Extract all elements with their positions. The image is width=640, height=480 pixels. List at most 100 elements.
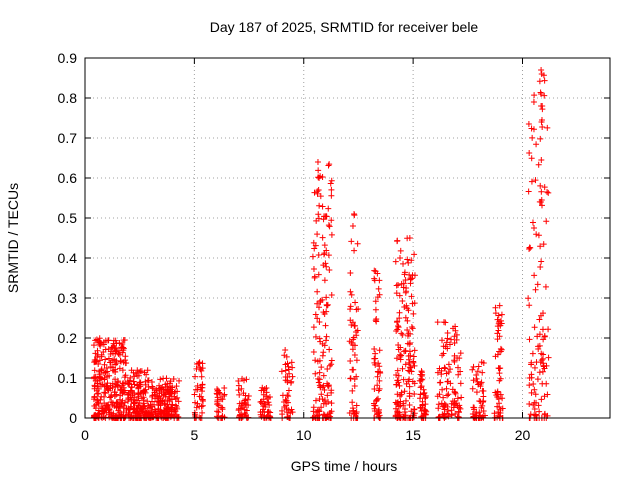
data-point [93, 401, 100, 408]
data-point [123, 359, 130, 366]
data-point [288, 406, 295, 413]
data-point [470, 363, 477, 370]
data-point [325, 252, 332, 259]
data-point [528, 371, 535, 378]
data-point [312, 333, 319, 340]
data-point [538, 197, 545, 203]
data-point [477, 383, 484, 390]
chart-title: Day 187 of 2025, SRMTID for receiver bel… [210, 19, 479, 35]
data-point [435, 401, 442, 408]
data-point [469, 366, 476, 373]
data-point [394, 408, 401, 415]
data-point [477, 398, 484, 405]
data-point [533, 231, 540, 238]
data-point [419, 402, 426, 409]
data-point [393, 371, 400, 378]
data-point [533, 359, 540, 366]
data-point [393, 355, 400, 362]
data-point [318, 364, 325, 371]
data-point [445, 391, 452, 398]
data-point [348, 291, 355, 298]
data-point [174, 388, 181, 395]
data-point [434, 369, 441, 376]
data-point [401, 269, 408, 276]
data-point [148, 411, 155, 418]
data-point [372, 306, 379, 313]
data-point [314, 188, 321, 195]
data-point [441, 364, 448, 371]
data-point [113, 340, 120, 347]
data-point [376, 363, 383, 370]
data-point [480, 393, 487, 400]
data-point [289, 409, 296, 416]
data-point [105, 387, 112, 394]
data-point [325, 398, 332, 405]
data-point [538, 357, 545, 364]
data-point [354, 240, 361, 247]
data-point [440, 319, 447, 326]
data-point [538, 258, 545, 265]
data-point [93, 358, 100, 365]
data-point [315, 251, 322, 258]
data-point [328, 292, 335, 299]
data-point [320, 309, 327, 316]
data-point [168, 404, 175, 411]
data-point [91, 367, 98, 374]
data-point [99, 405, 106, 412]
data-point [349, 399, 356, 406]
data-point [538, 202, 545, 209]
data-point [457, 380, 464, 387]
data-point [116, 411, 123, 418]
data-point [200, 398, 207, 405]
grid [85, 58, 610, 418]
data-point [120, 337, 127, 344]
data-point [532, 391, 539, 398]
data-point [373, 318, 380, 325]
data-point [376, 347, 383, 354]
data-point [407, 364, 414, 371]
data-point [452, 410, 459, 417]
data-point [176, 377, 183, 384]
data-point [439, 352, 446, 359]
data-point [474, 368, 481, 375]
data-point [165, 388, 172, 395]
data-point [541, 393, 548, 400]
data-point [328, 400, 335, 407]
data-point [312, 370, 319, 377]
data-point [325, 383, 332, 390]
data-point [457, 350, 464, 357]
data-point [135, 384, 142, 391]
data-point [113, 381, 120, 388]
data-point [164, 397, 171, 404]
data-point [321, 277, 328, 284]
data-point [347, 317, 354, 324]
data-point [353, 357, 360, 364]
data-point [370, 400, 377, 407]
data-point [444, 392, 451, 399]
data-point [311, 245, 318, 252]
data-point [545, 354, 552, 361]
data-point [393, 327, 400, 334]
data-point [111, 392, 118, 399]
data-point [326, 161, 333, 168]
data-point [470, 404, 477, 411]
data-point [374, 382, 381, 389]
data-point [103, 384, 110, 391]
data-point [537, 182, 544, 189]
data-point [192, 386, 199, 393]
data-point [217, 390, 224, 397]
data-point [101, 393, 108, 400]
data-point [284, 399, 291, 406]
data-point [136, 381, 143, 388]
data-point [92, 373, 99, 380]
data-point [349, 387, 356, 394]
data-point [535, 232, 542, 239]
y-tick-label: 0.7 [58, 130, 78, 146]
data-point [283, 409, 290, 416]
data-point [406, 402, 413, 409]
data-point [215, 409, 222, 416]
data-point [311, 274, 318, 281]
data-point [242, 400, 249, 407]
data-point [538, 157, 545, 163]
data-point [235, 387, 242, 394]
